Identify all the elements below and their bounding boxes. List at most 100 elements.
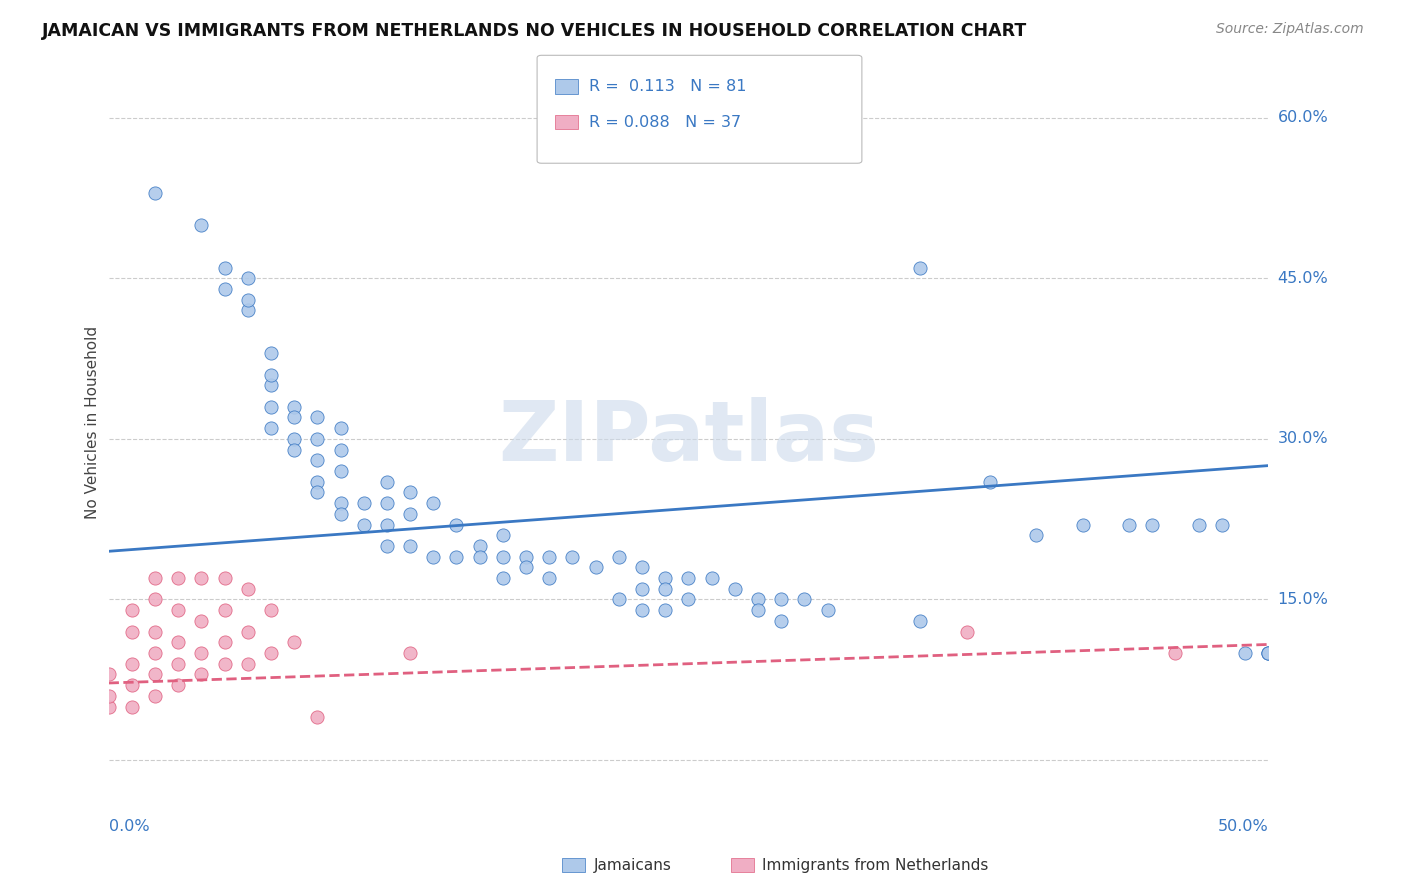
Text: R = 0.088   N = 37: R = 0.088 N = 37 — [589, 115, 741, 129]
Point — [214, 657, 236, 671]
Text: Source: ZipAtlas.com: Source: ZipAtlas.com — [1216, 22, 1364, 37]
Point — [307, 453, 329, 467]
Point — [260, 346, 283, 360]
Point — [446, 517, 468, 532]
Point — [1257, 646, 1279, 660]
Point — [260, 421, 283, 435]
Point — [97, 667, 120, 681]
Text: ZIPatlas: ZIPatlas — [498, 397, 879, 477]
Point — [236, 303, 259, 318]
Text: JAMAICAN VS IMMIGRANTS FROM NETHERLANDS NO VEHICLES IN HOUSEHOLD CORRELATION CHA: JAMAICAN VS IMMIGRANTS FROM NETHERLANDS … — [42, 22, 1028, 40]
Point — [724, 582, 747, 596]
Point — [468, 549, 491, 564]
Point — [678, 592, 700, 607]
Point — [190, 646, 212, 660]
Point — [654, 603, 676, 617]
Point — [260, 368, 283, 382]
Point — [793, 592, 815, 607]
Point — [375, 496, 398, 510]
Point — [190, 667, 212, 681]
Point — [654, 582, 676, 596]
Point — [399, 646, 422, 660]
Point — [747, 592, 769, 607]
Point — [236, 293, 259, 307]
Point — [538, 571, 561, 585]
Point — [329, 442, 352, 457]
Point — [1257, 646, 1279, 660]
Point — [260, 603, 283, 617]
Point — [399, 485, 422, 500]
Point — [143, 186, 166, 200]
Point — [283, 400, 305, 414]
Point — [492, 528, 515, 542]
Point — [817, 603, 839, 617]
Point — [214, 260, 236, 275]
Point — [1257, 646, 1279, 660]
Point — [97, 689, 120, 703]
Point — [422, 549, 444, 564]
Point — [770, 614, 793, 628]
Point — [283, 432, 305, 446]
Point — [979, 475, 1001, 489]
Point — [121, 678, 143, 692]
Point — [307, 410, 329, 425]
Point — [143, 624, 166, 639]
Text: 15.0%: 15.0% — [1278, 592, 1329, 607]
Point — [143, 667, 166, 681]
Point — [236, 271, 259, 285]
Point — [399, 539, 422, 553]
Point — [607, 549, 630, 564]
Point — [260, 646, 283, 660]
Point — [1211, 517, 1233, 532]
Point — [585, 560, 607, 574]
Point — [143, 571, 166, 585]
Point — [236, 624, 259, 639]
Point — [167, 678, 190, 692]
Point — [260, 378, 283, 392]
Point — [167, 635, 190, 649]
Point — [422, 496, 444, 510]
Point — [283, 442, 305, 457]
Point — [353, 496, 375, 510]
Point — [515, 560, 537, 574]
Point — [329, 421, 352, 435]
Point — [1118, 517, 1140, 532]
Point — [492, 571, 515, 585]
Point — [121, 657, 143, 671]
Point — [307, 710, 329, 724]
Point — [307, 475, 329, 489]
Point — [678, 571, 700, 585]
Text: 45.0%: 45.0% — [1278, 271, 1329, 285]
Point — [97, 699, 120, 714]
Text: 0.0%: 0.0% — [108, 819, 149, 834]
Point — [631, 582, 654, 596]
Point — [167, 657, 190, 671]
Point — [121, 624, 143, 639]
Text: Immigrants from Netherlands: Immigrants from Netherlands — [762, 858, 988, 872]
Point — [190, 614, 212, 628]
Point — [399, 507, 422, 521]
Point — [1233, 646, 1256, 660]
Point — [1071, 517, 1094, 532]
Point — [236, 582, 259, 596]
Point — [260, 400, 283, 414]
Point — [167, 571, 190, 585]
Point — [515, 549, 537, 564]
Point — [353, 517, 375, 532]
Text: R =  0.113   N = 81: R = 0.113 N = 81 — [589, 79, 747, 94]
Point — [956, 624, 979, 639]
Point — [375, 539, 398, 553]
Point — [214, 571, 236, 585]
Point — [190, 218, 212, 232]
Point — [1025, 528, 1047, 542]
Point — [1187, 517, 1209, 532]
Point — [631, 603, 654, 617]
Point — [1140, 517, 1163, 532]
Point — [214, 282, 236, 296]
Point — [910, 260, 932, 275]
Point — [329, 496, 352, 510]
Point — [747, 603, 769, 617]
Point — [329, 464, 352, 478]
Point — [700, 571, 723, 585]
Point — [446, 549, 468, 564]
